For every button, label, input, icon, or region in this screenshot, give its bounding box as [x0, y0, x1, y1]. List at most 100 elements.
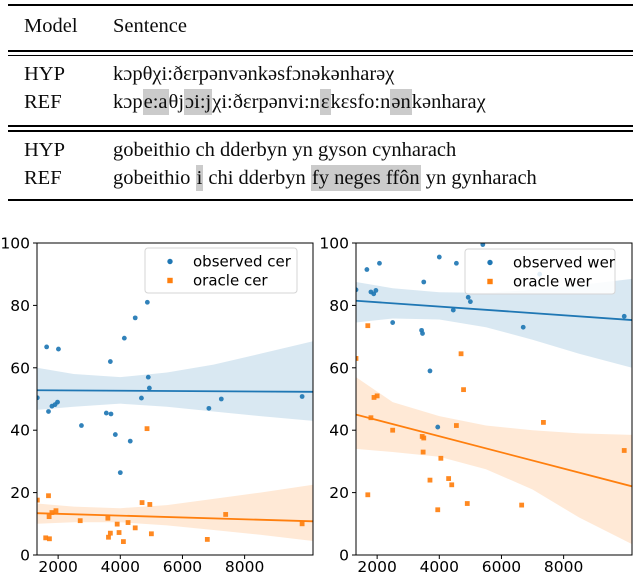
legend-marker-square [487, 278, 493, 285]
data-point [77, 518, 83, 524]
legend-label: observed cer [193, 253, 292, 271]
data-point [139, 500, 145, 505]
x-tick-label: 2000 [38, 558, 77, 574]
text-segment: kənharaχ [411, 91, 486, 114]
text-segment: θj [168, 91, 185, 114]
data-point [438, 455, 444, 461]
table-row: HYP gobeithio ch dderbyn yn gyson cynhara… [8, 136, 633, 164]
y-tick-label: 80 [10, 297, 30, 315]
x-tick-label: 6000 [482, 558, 521, 574]
data-point [46, 493, 51, 499]
data-point [621, 448, 627, 453]
text-segment: yn gynharach [420, 166, 537, 189]
data-point [144, 426, 150, 432]
y-tick-label: 40 [10, 422, 30, 440]
data-point [365, 492, 371, 498]
y-tick-label: 100 [0, 235, 30, 253]
data-point [204, 537, 210, 542]
data-point [364, 267, 370, 272]
text-segment: kɔp [113, 91, 143, 114]
data-point [223, 512, 229, 517]
data-point [108, 411, 114, 417]
table-double-rule [8, 48, 633, 57]
cer-chart: 2000 4000 6000 8000 0 20 40 60 80 100 observed cer… [0, 235, 314, 574]
data-point [105, 515, 111, 521]
sentence-cell: gobeithio i chi dderbyn fy neges ffôn yn… [113, 164, 633, 192]
model-cell: HYP [24, 138, 66, 161]
confidence-band [37, 341, 313, 421]
data-point [467, 299, 473, 305]
data-point [621, 313, 627, 319]
text-segment: χi:ðɛrpənvi:n [212, 91, 320, 114]
data-point [427, 368, 433, 374]
data-point [458, 351, 464, 357]
col-header-model: Model [24, 15, 78, 37]
text-segment: kɛsfo:n [330, 91, 391, 114]
legend-label: observed wer [513, 254, 616, 272]
data-point [56, 346, 61, 352]
data-point [139, 395, 144, 401]
data-point [147, 502, 153, 507]
y-tick-label: 60 [329, 359, 349, 377]
data-point [121, 539, 126, 544]
data-point [446, 476, 452, 481]
highlight-segment: fy neges ffôn [310, 164, 421, 191]
data-point [53, 508, 59, 514]
data-point [116, 530, 122, 535]
table-top-rule [8, 4, 633, 6]
data-point [365, 323, 371, 329]
highlight-segment: ɔi:j [184, 89, 213, 116]
data-point [117, 470, 123, 476]
data-point [371, 395, 377, 400]
plot-data [356, 243, 632, 545]
data-point [37, 497, 40, 503]
data-point [125, 520, 131, 525]
plot-data [37, 299, 313, 544]
data-point [106, 534, 111, 540]
confidence-band [356, 278, 632, 368]
y-tick-label: 80 [329, 297, 349, 315]
data-point [421, 435, 427, 441]
legend-marker-circle [167, 258, 173, 265]
data-point [427, 477, 433, 483]
y-tick-label: 0 [20, 547, 30, 565]
data-point [103, 410, 109, 416]
y-tick-label: 60 [10, 359, 30, 377]
highlight-segment: ən [390, 89, 412, 116]
data-point [46, 409, 51, 414]
data-point [465, 294, 471, 300]
data-point [79, 423, 84, 428]
text-segment: gobeithio [113, 166, 196, 189]
trend-line [356, 299, 632, 321]
confidence-band [356, 377, 632, 545]
y-tick-label: 20 [10, 484, 30, 502]
data-point [464, 501, 470, 506]
examples-table: Model Sentence HYP kɔpθχi:ðɛrpənvənkəsfɔn… [8, 4, 633, 201]
data-point [390, 320, 396, 325]
table-row: HYP kɔpθχi:ðɛrpənvənkəsfɔnəkənharəχ [8, 60, 633, 88]
trend-line [37, 512, 313, 523]
legend-box [144, 247, 298, 294]
data-point [145, 374, 151, 380]
x-tick-label: 8000 [544, 558, 583, 574]
data-point [144, 299, 150, 305]
sentence-cell: kɔpe:aθjɔi:jχi:ðɛrpənvi:nɛkɛsfo:nənkənha… [113, 88, 633, 116]
data-point [356, 356, 359, 361]
trend-line [356, 413, 632, 488]
data-point [377, 260, 382, 266]
highlight-segment: i [195, 164, 204, 191]
text-segment: gobeithio ch dderbyn yn gyson cynharach [113, 138, 457, 161]
x-tick-label: 6000 [163, 558, 202, 574]
highlight-segment: e:a [142, 89, 169, 116]
data-point [107, 359, 113, 364]
legend-marker-circle [487, 259, 493, 266]
legend-label: oracle wer [513, 273, 592, 291]
data-point [373, 288, 379, 293]
data-point [218, 396, 224, 402]
data-point [299, 521, 305, 527]
x-tick-label: 4000 [101, 558, 140, 574]
data-point [449, 482, 455, 488]
table-row: REF gobeithio i chi dderbyn fy neges ffôn… [8, 164, 633, 192]
highlight-segment: ɛ [319, 89, 331, 116]
data-point [519, 502, 525, 508]
